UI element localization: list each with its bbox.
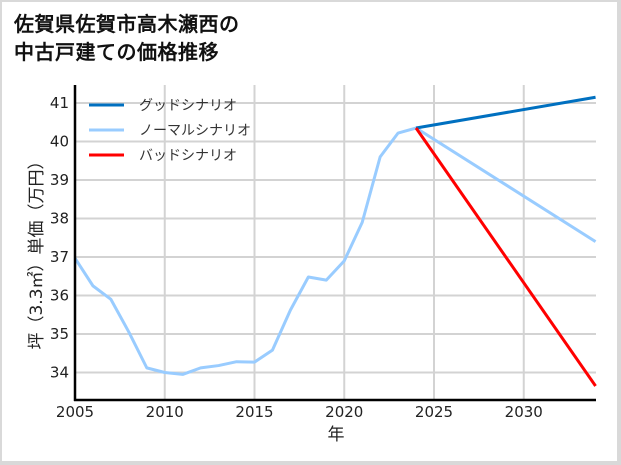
y-axis-label: 坪（3.3㎡）単価（万円） [27, 152, 47, 349]
x-tick-label: 2015 [235, 403, 273, 421]
x-tick-label: 2005 [56, 403, 94, 421]
x-tick-label: 2010 [146, 403, 184, 421]
x-axis-label: 年 [328, 425, 345, 445]
tick-labels: 2005 2010 2015 2020 2025 2030 34 35 36 37 38 39 40 41 [50, 94, 543, 421]
legend-label: ノーマルシナリオ [139, 123, 251, 139]
y-tick-label: 37 [50, 248, 69, 266]
y-tick-label: 40 [50, 133, 69, 151]
legend-label: グッドシナリオ [139, 98, 237, 114]
axes [73, 85, 596, 402]
y-tick-label: 36 [50, 287, 69, 305]
x-tick-label: 2020 [325, 403, 363, 421]
y-tick-label: 35 [50, 325, 69, 343]
series-line [414, 127, 597, 387]
grid-lines [74, 85, 596, 400]
chart-title: 佐賀県佐賀市高木瀬西の 中古戸建ての価格推移 [14, 10, 240, 66]
y-tick-label: 38 [50, 210, 69, 228]
x-tick-label: 2030 [505, 403, 543, 421]
data-series [73, 95, 597, 387]
legend-label: バッドシナリオ [139, 148, 237, 164]
title-line-2: 中古戸建ての価格推移 [14, 40, 219, 64]
title-line-1: 佐賀県佐賀市高木瀬西の [14, 12, 240, 36]
y-tick-label: 34 [50, 364, 69, 382]
series-line [415, 95, 596, 130]
x-tick-label: 2025 [415, 403, 453, 421]
y-tick-label: 41 [50, 94, 69, 112]
chart-frame [2, 2, 617, 461]
series-line [73, 126, 597, 376]
y-tick-label: 39 [50, 171, 69, 189]
